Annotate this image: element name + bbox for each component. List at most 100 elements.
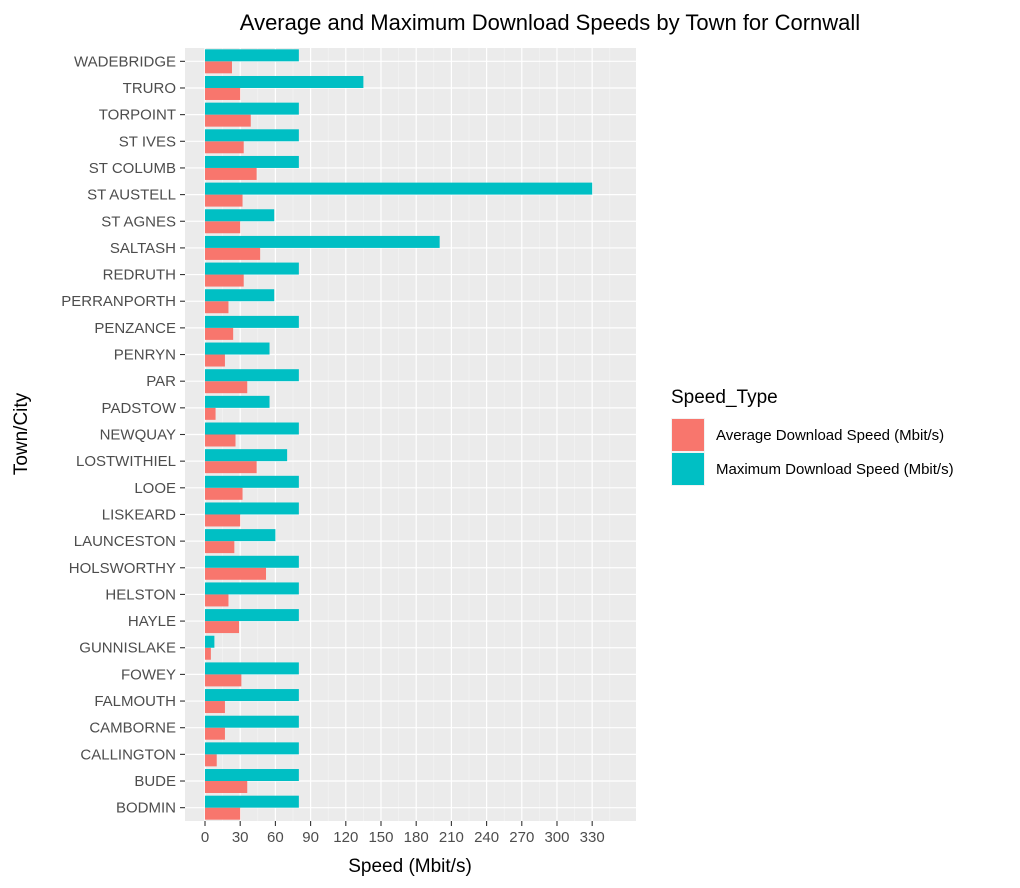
bar-maximum xyxy=(205,155,299,168)
y-tick-label: BUDE xyxy=(134,773,176,790)
bar-maximum xyxy=(205,315,299,328)
bar-average xyxy=(205,781,248,794)
bar-average xyxy=(205,167,257,180)
y-tick-label: NEWQUAY xyxy=(100,427,176,444)
bar-average xyxy=(205,114,251,127)
legend-swatch-average xyxy=(672,419,704,451)
x-tick-label: 210 xyxy=(439,829,464,846)
y-tick-label: ST COLUMB xyxy=(89,160,176,177)
bar-maximum xyxy=(205,555,299,568)
bar-average xyxy=(205,221,241,234)
y-tick-label: LOOE xyxy=(134,480,176,497)
x-axis: 0 30 60 90 120 150 180 210 240 270 300 330 xyxy=(201,821,605,846)
bar-maximum xyxy=(205,75,364,88)
bar-maximum xyxy=(205,289,275,302)
legend: Speed_Type Average Download Speed (Mbit/… xyxy=(671,387,954,486)
y-tick-label: PADSTOW xyxy=(102,400,177,417)
bar-maximum xyxy=(205,635,215,648)
y-tick-label: BODMIN xyxy=(116,800,176,817)
bar-average xyxy=(205,754,217,767)
x-tick-label: 330 xyxy=(580,829,605,846)
bar-maximum xyxy=(205,502,299,515)
bar-maximum xyxy=(205,769,299,782)
x-tick-label: 60 xyxy=(267,829,284,846)
y-tick-label: CALLINGTON xyxy=(80,746,176,763)
bar-average xyxy=(205,434,236,447)
bar-average xyxy=(205,807,241,820)
bar-maximum xyxy=(205,529,276,542)
x-tick-label: 120 xyxy=(333,829,358,846)
bar-maximum xyxy=(205,609,299,622)
bar-maximum xyxy=(205,235,440,248)
bar-average xyxy=(205,701,225,714)
bar-maximum xyxy=(205,742,299,755)
y-tick-label: SALTASH xyxy=(110,240,176,257)
bar-maximum xyxy=(205,49,299,62)
legend-label-average: Average Download Speed (Mbit/s) xyxy=(716,427,944,444)
bar-average xyxy=(205,487,243,500)
y-axis: BODMIN BUDE CALLINGTON CAMBORNE FALMOUTH FOWE… xyxy=(61,53,185,817)
x-tick-label: 240 xyxy=(474,829,499,846)
y-tick-label: TRURO xyxy=(123,80,176,97)
bar-maximum xyxy=(205,395,270,408)
y-tick-label: PAR xyxy=(146,373,176,390)
bar-average xyxy=(205,407,216,420)
x-tick-label: 300 xyxy=(544,829,569,846)
y-tick-label: GUNNISLAKE xyxy=(79,640,176,657)
bar-average xyxy=(205,274,244,287)
y-tick-label: ST AUSTELL xyxy=(87,187,176,204)
bar-average xyxy=(205,301,229,314)
bar-average xyxy=(205,567,267,580)
y-tick-label: WADEBRIDGE xyxy=(74,53,176,70)
chart-title: Average and Maximum Download Speeds by T… xyxy=(240,10,860,35)
bar-average xyxy=(205,354,225,367)
bar-average xyxy=(205,247,261,260)
x-axis-title: Speed (Mbit/s) xyxy=(348,856,472,877)
y-tick-label: ST AGNES xyxy=(101,213,176,230)
y-tick-label: CAMBORNE xyxy=(89,720,176,737)
bar-maximum xyxy=(205,342,270,355)
legend-swatch-maximum xyxy=(672,453,704,485)
bar-average xyxy=(205,327,234,340)
y-tick-label: HAYLE xyxy=(128,613,176,630)
y-tick-label: FALMOUTH xyxy=(94,693,176,710)
bar-maximum xyxy=(205,449,288,462)
bar-average xyxy=(205,594,229,607)
y-axis-title: Town/City xyxy=(11,392,32,475)
legend-title: Speed_Type xyxy=(671,387,778,408)
bar-maximum xyxy=(205,582,299,595)
bar-maximum xyxy=(205,262,299,275)
bar-maximum xyxy=(205,182,593,195)
legend-label-maximum: Maximum Download Speed (Mbit/s) xyxy=(716,461,954,478)
bar-average xyxy=(205,141,244,154)
bar-average xyxy=(205,727,225,740)
bar-average xyxy=(205,381,248,394)
bar-maximum xyxy=(205,129,299,142)
bar-average xyxy=(205,621,240,634)
y-tick-label: LAUNCESTON xyxy=(74,533,176,550)
bar-maximum xyxy=(205,662,299,675)
y-tick-label: LISKEARD xyxy=(102,506,176,523)
y-tick-label: ST IVES xyxy=(119,133,176,150)
x-tick-label: 150 xyxy=(368,829,393,846)
bar-maximum xyxy=(205,689,299,702)
bar-maximum xyxy=(205,475,299,488)
x-tick-label: 30 xyxy=(232,829,249,846)
x-tick-label: 90 xyxy=(302,829,319,846)
bar-average xyxy=(205,461,257,474)
y-tick-label: PENZANCE xyxy=(94,320,176,337)
x-tick-label: 0 xyxy=(201,829,209,846)
y-tick-label: LOSTWITHIEL xyxy=(76,453,176,470)
bar-maximum xyxy=(205,715,299,728)
bar-average xyxy=(205,87,241,100)
y-tick-label: REDRUTH xyxy=(103,267,176,284)
x-tick-label: 180 xyxy=(404,829,429,846)
bar-average xyxy=(205,674,242,687)
y-tick-label: PENRYN xyxy=(114,347,176,364)
x-tick-label: 270 xyxy=(509,829,534,846)
y-tick-label: HELSTON xyxy=(105,586,176,603)
y-tick-label: PERRANPORTH xyxy=(61,293,176,310)
bar-average xyxy=(205,647,211,660)
bar-maximum xyxy=(205,369,299,382)
